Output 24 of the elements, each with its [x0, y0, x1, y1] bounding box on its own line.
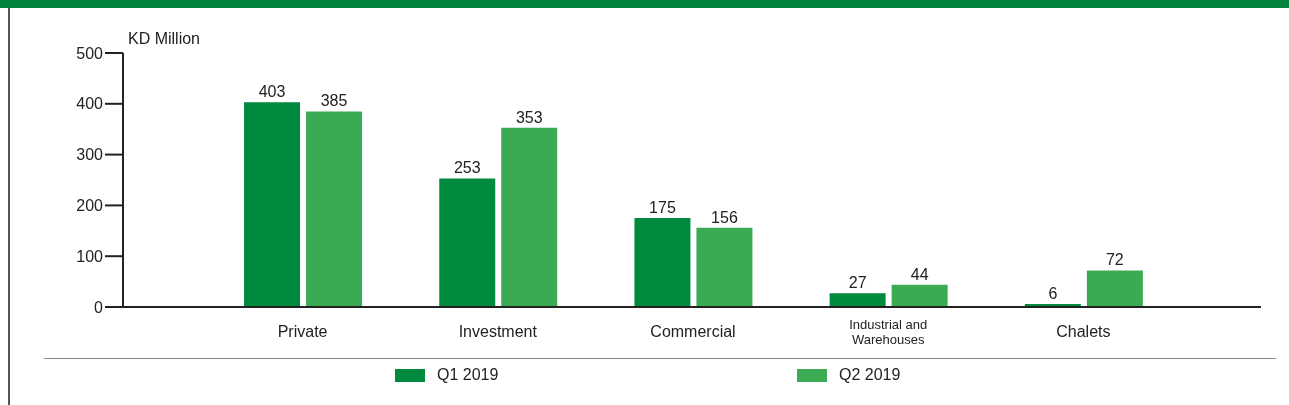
data-label: 6 [1048, 284, 1058, 302]
x-tick-label: Investment [458, 323, 538, 340]
data-label: 403 [258, 83, 286, 101]
data-label: 44 [910, 265, 929, 283]
data-label: 72 [1105, 251, 1124, 269]
y-tick-label: 0 [94, 298, 104, 316]
data-label: 253 [453, 159, 481, 177]
data-label: 353 [515, 108, 543, 126]
data-label: 27 [848, 274, 867, 292]
x-tick-label: Commercial [650, 323, 736, 340]
y-tick-label: 200 [76, 197, 104, 215]
legend-label: Q1 2019 [437, 366, 499, 384]
x-tick-label: Private [277, 323, 328, 340]
y-tick-label: 100 [76, 247, 104, 265]
data-label: 156 [711, 208, 738, 226]
legend-label: Q2 2019 [839, 366, 901, 384]
y-tick-label: 500 [76, 44, 104, 62]
x-tick-label: Industrial and Warehouses [849, 317, 928, 347]
y-tick-label: 400 [76, 95, 104, 113]
y-axis-title: KD Million [128, 30, 201, 48]
x-tick-label: Chalets [1056, 323, 1111, 340]
data-label: 385 [320, 92, 348, 110]
data-label: 175 [649, 199, 676, 217]
y-tick-label: 300 [76, 146, 104, 164]
